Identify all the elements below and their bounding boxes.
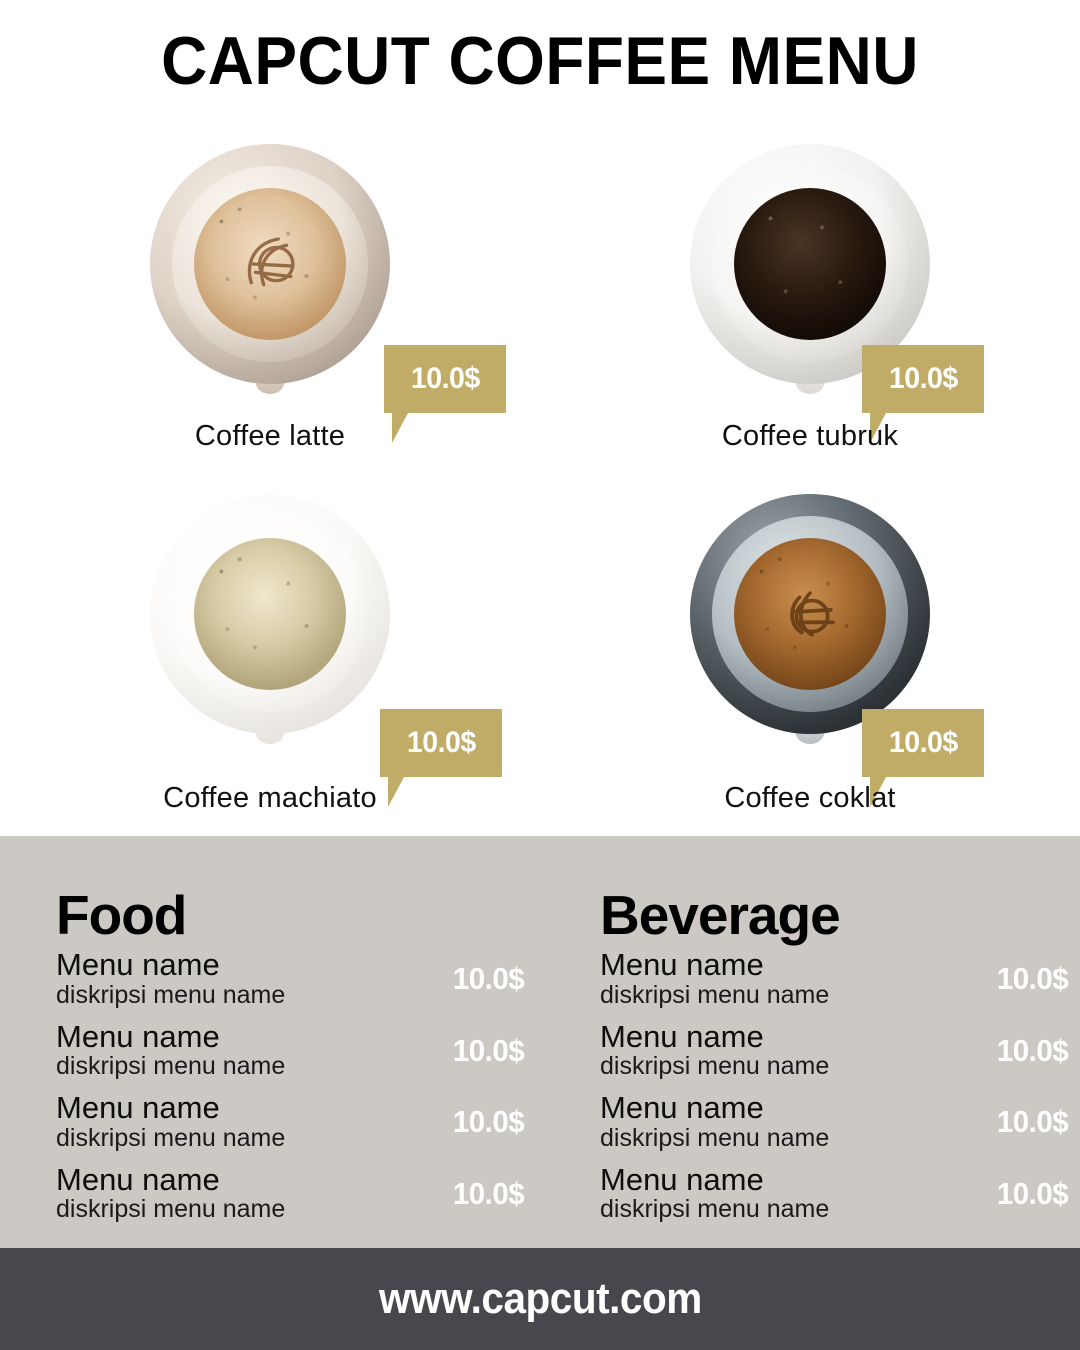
menu-item-price: 10.0$	[996, 1104, 1069, 1140]
coffee-card-machiato[interactable]	[0, 482, 540, 832]
menu-item-description: diskripsi menu name	[600, 1195, 830, 1224]
footer-bar: www.capcut.com	[0, 1248, 1080, 1350]
latte-art-icon	[247, 237, 295, 287]
menu-item-name: Menu name	[56, 1161, 220, 1197]
coffee-card-coklat[interactable]	[540, 482, 1080, 832]
chocolate-art-icon	[790, 591, 835, 637]
machiato-cup-image	[145, 488, 395, 750]
black-coffee-cup-image	[685, 138, 935, 400]
menu-panel: Food Menu name diskripsi menu name 10.0$…	[0, 836, 1080, 1248]
menu-column-beverage: Beverage Menu name diskripsi menu name 1…	[600, 836, 1070, 1235]
menu-list-beverage: Menu name diskripsi menu name 10.0$ Menu…	[600, 947, 1070, 1224]
coffee-label-latte: Coffee latte	[194, 420, 346, 452]
menu-item-price: 10.0$	[996, 961, 1069, 996]
menu-row[interactable]: Menu name diskripsi menu name 10.0$	[56, 1161, 526, 1224]
coffee-label-machiato: Coffee machiato	[163, 782, 377, 814]
menu-item-name: Menu name	[56, 1090, 220, 1126]
menu-item-price: 10.0$	[452, 1032, 525, 1068]
page-title: CAPCUT COFFEE MENU	[161, 23, 919, 99]
coffee-surface	[734, 538, 886, 690]
coffee-surface	[734, 188, 886, 340]
price-tag-label: 10.0$	[410, 362, 480, 395]
price-tag-label: 10.0$	[888, 362, 958, 395]
menu-item-info: Menu name diskripsi menu name	[600, 1018, 830, 1081]
coffee-label-coklat: Coffee coklat	[724, 782, 896, 814]
menu-item-description: diskripsi menu name	[600, 1052, 830, 1081]
menu-item-price: 10.0$	[996, 1032, 1069, 1068]
menu-row[interactable]: Menu name diskripsi menu name 10.0$	[56, 1092, 526, 1152]
menu-item-info: Menu name diskripsi menu name	[56, 947, 286, 1009]
menu-row[interactable]: Menu name diskripsi menu name 10.0$	[600, 1161, 1070, 1224]
coffee-surface	[194, 188, 346, 340]
coffee-card-tubruk[interactable]	[540, 132, 1080, 482]
coffee-surface	[194, 538, 346, 690]
menu-item-description: diskripsi menu name	[600, 980, 830, 1009]
section-heading-food: Food	[56, 884, 187, 946]
chocolate-coffee-cup-image	[685, 488, 935, 750]
price-tag-latte: 10.0$	[384, 345, 506, 443]
menu-row[interactable]: Menu name diskripsi menu name 10.0$	[600, 1018, 1070, 1081]
menu-column-food: Food Menu name diskripsi menu name 10.0$…	[56, 836, 526, 1235]
menu-item-info: Menu name diskripsi menu name	[56, 1092, 285, 1152]
menu-list-food: Menu name diskripsi menu name 10.0$ Menu…	[56, 947, 526, 1224]
foam-speckle	[734, 538, 886, 690]
menu-item-description: diskripsi menu name	[56, 1195, 286, 1224]
menu-item-description: diskripsi menu name	[600, 1123, 830, 1152]
menu-item-info: Menu name diskripsi menu name	[600, 1161, 830, 1224]
coffee-grid	[0, 132, 1080, 832]
menu-item-info: Menu name diskripsi menu name	[56, 1161, 286, 1224]
foam-speckle	[194, 538, 346, 690]
price-tag-tubruk: 10.0$	[862, 345, 984, 443]
menu-item-name: Menu name	[600, 1090, 764, 1126]
menu-item-name: Menu name	[600, 1161, 764, 1197]
price-tag-coklat: 10.0$	[862, 709, 984, 807]
menu-item-name: Menu name	[600, 1018, 764, 1054]
menu-row[interactable]: Menu name diskripsi menu name 10.0$	[600, 1092, 1070, 1152]
menu-row[interactable]: Menu name diskripsi menu name 10.0$	[56, 947, 526, 1009]
menu-item-price: 10.0$	[996, 1175, 1069, 1211]
menu-item-info: Menu name diskripsi menu name	[600, 947, 830, 1009]
menu-row[interactable]: Menu name diskripsi menu name 10.0$	[600, 947, 1070, 1009]
coffee-card-latte[interactable]	[0, 132, 540, 482]
menu-item-price: 10.0$	[452, 1104, 525, 1140]
latte-cup-image	[145, 138, 395, 400]
foam-speckle	[734, 188, 886, 340]
menu-item-description: diskripsi menu name	[56, 1123, 286, 1152]
menu-item-price: 10.0$	[452, 961, 525, 996]
menu-item-info: Menu name diskripsi menu name	[56, 1018, 286, 1081]
menu-item-info: Menu name diskripsi menu name	[600, 1092, 829, 1152]
section-heading-beverage: Beverage	[600, 884, 841, 946]
website-url[interactable]: www.capcut.com	[378, 1274, 702, 1323]
menu-item-name: Menu name	[600, 947, 764, 982]
menu-item-name: Menu name	[56, 947, 220, 982]
menu-item-description: diskripsi menu name	[56, 1052, 286, 1081]
menu-row[interactable]: Menu name diskripsi menu name 10.0$	[56, 1018, 526, 1081]
price-tag-label: 10.0$	[406, 726, 476, 759]
coffee-label-tubruk: Coffee tubruk	[721, 420, 899, 452]
price-tag-machiato: 10.0$	[380, 709, 502, 807]
menu-item-name: Menu name	[56, 1018, 220, 1054]
menu-item-description: diskripsi menu name	[56, 980, 286, 1009]
menu-item-price: 10.0$	[452, 1175, 525, 1211]
price-tag-label: 10.0$	[888, 726, 958, 759]
